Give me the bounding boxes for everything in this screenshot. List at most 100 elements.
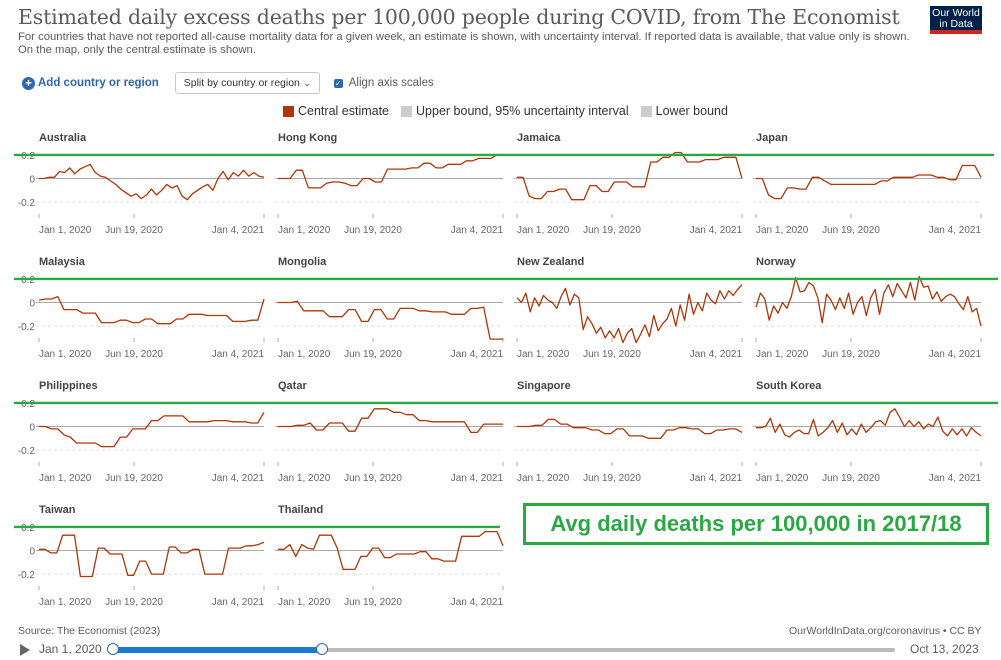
- timeline-start-label: Jan 1, 2020: [39, 642, 102, 656]
- y-tick-label: 0: [29, 547, 35, 558]
- x-tick-label: Jan 1, 2020: [39, 225, 92, 236]
- panel-title: Hong Kong: [278, 132, 337, 144]
- x-tick-label: Jan 1, 2020: [39, 349, 92, 360]
- series-line-jamaica: [517, 151, 743, 201]
- x-tick-label: Jan 1, 2020: [39, 473, 92, 484]
- x-tick-label: Jan 4, 2021: [690, 349, 743, 360]
- x-tick-label: Jan 1, 2020: [517, 349, 570, 360]
- split-by-label: Split by country or region: [183, 77, 300, 89]
- x-tick-label: Jun 19, 2020: [583, 349, 641, 360]
- x-tick-label: Jun 19, 2020: [105, 349, 163, 360]
- align-axis-checkbox[interactable]: ✓ Align axis scales: [333, 77, 434, 89]
- panel-title: South Korea: [756, 380, 822, 392]
- x-tick-label: Jan 4, 2021: [690, 473, 743, 484]
- x-tick-label: Jan 4, 2021: [690, 225, 743, 236]
- legend-item-upper[interactable]: Upper bound, 95% uncertainty interval: [401, 104, 629, 118]
- legend: Central estimate Upper bound, 95% uncert…: [283, 104, 740, 118]
- y-tick-label: 0: [29, 299, 35, 310]
- x-tick-label: Jun 19, 2020: [105, 473, 163, 484]
- legend-swatch-lower: [640, 105, 652, 117]
- y-tick-label: 0: [29, 423, 35, 434]
- x-tick-label: Jan 1, 2020: [39, 597, 92, 608]
- panel-title: Mongolia: [278, 256, 327, 268]
- legend-label-lower: Lower bound: [655, 104, 728, 118]
- x-tick-label: Jun 19, 2020: [105, 597, 163, 608]
- chevron-down-icon: ⌄: [303, 77, 311, 88]
- x-tick-label: Jun 19, 2020: [822, 225, 880, 236]
- owid-logo[interactable]: Our World in Data: [930, 6, 982, 34]
- series-line-japan: [756, 164, 982, 200]
- footer-url[interactable]: OurWorldInData.org/coronavirus • CC BY: [789, 625, 982, 637]
- series-line-hong-kong: [278, 154, 503, 189]
- x-tick-label: Jun 19, 2020: [822, 473, 880, 484]
- x-tick-label: Jan 1, 2020: [517, 225, 570, 236]
- panel-title: Jamaica: [517, 132, 561, 144]
- split-by-dropdown[interactable]: Split by country or region ⌄: [174, 72, 320, 94]
- timeline-end-handle[interactable]: [316, 643, 328, 655]
- series-line-taiwan: [39, 534, 265, 578]
- play-icon[interactable]: [20, 644, 30, 656]
- panel-title: Norway: [756, 256, 797, 268]
- series-line-mongolia: [278, 300, 503, 340]
- y-tick-label: 0: [29, 175, 35, 186]
- x-tick-label: Jan 4, 2021: [212, 473, 265, 484]
- timeline-track[interactable]: [113, 648, 895, 652]
- x-tick-label: Jan 1, 2020: [756, 349, 809, 360]
- series-line-new-zealand: [516, 284, 743, 344]
- panel-title: Australia: [39, 132, 87, 144]
- y-tick-label: 0.2: [21, 151, 35, 162]
- x-tick-label: Jan 1, 2020: [278, 349, 331, 360]
- panel-title: New Zealand: [517, 256, 584, 268]
- x-tick-label: Jun 19, 2020: [344, 473, 402, 484]
- x-tick-label: Jan 4, 2021: [451, 597, 504, 608]
- series-line-philippines: [39, 411, 265, 448]
- series-line-malaysia: [38, 295, 265, 325]
- panel-title: Japan: [756, 132, 788, 144]
- panel-title: Singapore: [517, 380, 571, 392]
- legend-item-central[interactable]: Central estimate: [283, 104, 389, 118]
- legend-item-lower[interactable]: Lower bound: [640, 104, 728, 118]
- series-line-south-korea: [756, 408, 982, 438]
- panel-title: Qatar: [278, 380, 307, 392]
- y-tick-label: -0.2: [18, 570, 36, 581]
- x-tick-label: Jan 4, 2021: [212, 597, 265, 608]
- x-tick-label: Jun 19, 2020: [344, 597, 402, 608]
- x-tick-label: Jan 1, 2020: [278, 473, 331, 484]
- panel-title: Philippines: [39, 380, 98, 392]
- source-note[interactable]: Source: The Economist (2023): [18, 625, 161, 637]
- legend-label-central: Central estimate: [298, 104, 390, 118]
- x-tick-label: Jun 19, 2020: [344, 349, 402, 360]
- y-tick-label: 0.2: [21, 399, 35, 410]
- timeline-selected-range: [113, 647, 322, 653]
- y-tick-label: 0.2: [21, 523, 35, 534]
- panel-title: Thailand: [278, 504, 323, 516]
- add-country-label: Add country or region: [38, 77, 159, 89]
- panel-title: Taiwan: [39, 504, 76, 516]
- chart-subtitle: For countries that have not reported all…: [18, 31, 910, 56]
- y-tick-label: 0.2: [21, 275, 35, 286]
- series-line-thailand: [278, 530, 504, 571]
- y-tick-label: -0.2: [18, 198, 36, 209]
- x-tick-label: Jun 19, 2020: [344, 225, 402, 236]
- timeline-start-handle[interactable]: [107, 643, 119, 655]
- x-tick-label: Jun 19, 2020: [822, 349, 880, 360]
- chart-title: Estimated daily excess deaths per 100,00…: [18, 5, 900, 29]
- x-tick-label: Jan 4, 2021: [212, 225, 265, 236]
- checkbox-checked-icon: ✓: [333, 78, 343, 88]
- x-tick-label: Jan 1, 2020: [756, 473, 809, 484]
- x-tick-label: Jan 4, 2021: [451, 225, 504, 236]
- timeline-end-label: Oct 13, 2023: [910, 642, 979, 656]
- x-tick-label: Jun 19, 2020: [583, 473, 641, 484]
- x-tick-label: Jan 1, 2020: [278, 225, 331, 236]
- legend-swatch-central: [283, 105, 294, 117]
- legend-swatch-upper: [401, 105, 413, 117]
- x-tick-label: Jan 1, 2020: [278, 597, 331, 608]
- add-country-button[interactable]: + Add country or region: [22, 76, 159, 90]
- series-line-qatar: [278, 408, 503, 434]
- y-tick-label: -0.2: [18, 446, 36, 457]
- timeline: Jan 1, 2020 Oct 13, 2023: [0, 640, 1001, 660]
- x-tick-label: Jan 4, 2021: [451, 473, 504, 484]
- series-line-australia: [39, 163, 265, 201]
- reference-line-annotation: Avg daily deaths per 100,000 in 2017/18: [523, 503, 989, 545]
